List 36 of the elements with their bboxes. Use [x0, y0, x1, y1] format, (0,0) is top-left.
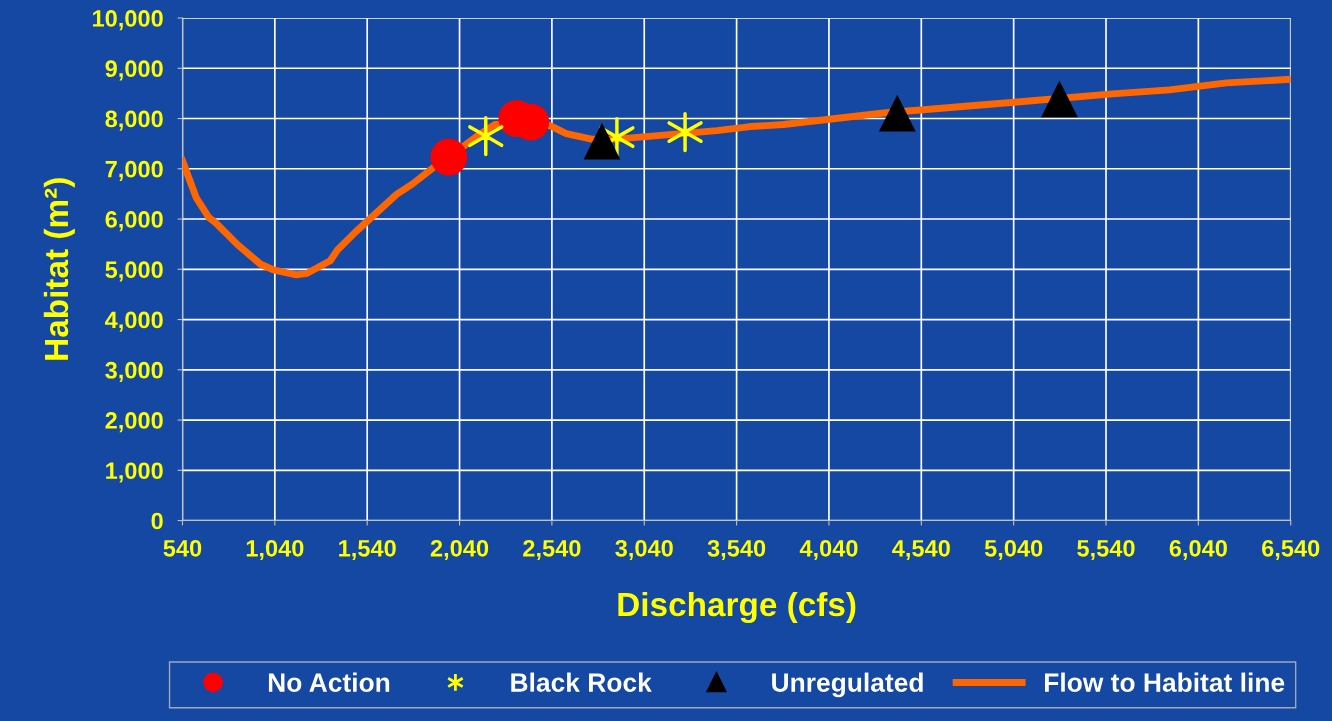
point: [583, 122, 621, 160]
y-tick-label: 2,000: [105, 412, 163, 433]
x-tick-label: 540: [163, 539, 202, 557]
x-tick-label: 2,040: [430, 539, 489, 561]
x-tick-label: 3,540: [707, 539, 766, 561]
y-tick-label: 8,000: [105, 110, 163, 131]
point: [468, 116, 504, 157]
legend-label: Unregulated: [772, 672, 923, 698]
x-tick-label: 4,040: [799, 539, 858, 561]
y-tick-label: 1,000: [106, 462, 163, 483]
point: [667, 111, 703, 153]
legend-label: Flow to Habitat line: [1045, 672, 1285, 692]
x-tick-label: 5,040: [984, 539, 1043, 561]
x-tick-label: 4,540: [892, 539, 950, 561]
legend-label: Black Rock: [511, 672, 652, 692]
y-tick-label: 5,000: [105, 261, 163, 282]
point: [430, 138, 468, 176]
point: [878, 94, 916, 132]
x-tick-label: 6,040: [1169, 539, 1227, 561]
y-tick-label: 0: [151, 512, 163, 530]
legend-label: No Action: [268, 672, 390, 692]
y-tick-label: 4,000: [105, 311, 163, 332]
y-tick-label: 7,000: [105, 160, 163, 181]
y-tick-label: 9,000: [105, 60, 163, 81]
x-tick-label: 5,540: [1077, 539, 1135, 561]
y-tick-label: 10,000: [93, 10, 163, 31]
y-tick-label: 3,000: [105, 361, 163, 383]
x-tick-label: 3,040: [615, 539, 673, 561]
y-tick-label: 6,000: [105, 211, 163, 232]
x-tick-label: 6,540: [1262, 539, 1320, 561]
point: [1041, 80, 1078, 118]
x-axis-title: Discharge (cfs): [618, 591, 856, 624]
x-tick-label: 2,540: [523, 539, 581, 561]
y-axis-title: Habitat (m²): [43, 178, 75, 360]
x-tick-label: 1,040: [246, 539, 304, 561]
x-tick-label: 1,540: [339, 539, 396, 561]
